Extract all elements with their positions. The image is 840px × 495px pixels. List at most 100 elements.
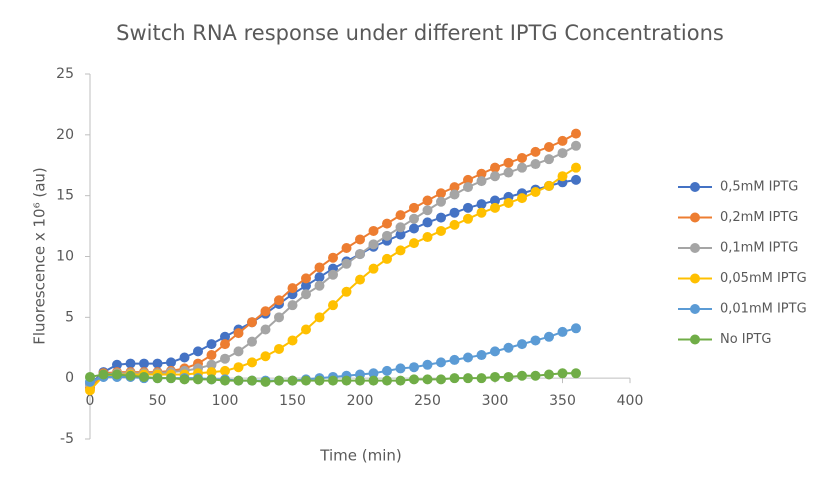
data-point [382, 365, 392, 376]
data-point [233, 328, 244, 339]
data-point [355, 249, 365, 260]
y-tick-label: -5 [60, 431, 74, 447]
data-point [368, 368, 379, 379]
data-point [179, 352, 190, 363]
data-point [544, 331, 554, 342]
data-point [503, 167, 514, 178]
data-point [341, 242, 352, 253]
data-point [476, 168, 487, 179]
data-point [422, 359, 433, 370]
data-point [328, 252, 338, 263]
legend-label: 0,01mM IPTG [720, 302, 807, 317]
x-tick-label: 100 [212, 393, 239, 409]
data-point [463, 352, 473, 363]
data-point [490, 346, 500, 357]
data-point [260, 306, 271, 317]
data-point [341, 375, 352, 386]
legend-label: 0,05mM IPTG [720, 271, 807, 286]
data-point [206, 367, 217, 378]
data-point [355, 375, 365, 386]
data-point [139, 358, 149, 369]
data-point [274, 312, 284, 323]
data-point [152, 373, 163, 384]
data-point [287, 283, 298, 294]
y-tick-label: 5 [65, 309, 74, 325]
data-point [449, 207, 460, 218]
data-point [112, 359, 122, 370]
legend-marker [690, 273, 700, 284]
data-point [314, 272, 325, 283]
data-point [233, 362, 244, 373]
data-point [85, 385, 95, 396]
chart-title: Switch RNA response under different IPTG… [116, 21, 724, 45]
data-point [382, 218, 392, 229]
data-point [422, 205, 433, 216]
data-point [233, 346, 244, 357]
data-point [193, 374, 203, 385]
data-point [463, 182, 473, 193]
data-point [341, 286, 352, 297]
data-point [85, 371, 95, 382]
data-point [571, 323, 581, 334]
data-point [368, 239, 379, 250]
y-axis-label: Fluorescence x 10⁶ (au) [31, 167, 49, 345]
x-tick-label: 400 [617, 393, 644, 409]
data-point [368, 225, 379, 236]
data-point [436, 188, 446, 199]
data-point [220, 353, 230, 364]
data-point [301, 280, 311, 291]
data-point [476, 207, 487, 218]
data-point [355, 274, 365, 285]
data-point [544, 154, 554, 165]
data-point [301, 273, 311, 284]
data-point [395, 245, 406, 256]
data-point [476, 176, 487, 187]
data-point [395, 375, 406, 386]
data-point [152, 358, 163, 369]
data-point [395, 210, 406, 221]
data-point [287, 300, 298, 311]
data-point [449, 182, 460, 193]
data-point [544, 142, 554, 152]
data-point [260, 376, 271, 387]
data-point [301, 375, 311, 386]
data-point [571, 174, 581, 185]
data-point [220, 339, 230, 350]
data-point [409, 374, 419, 385]
data-point [557, 368, 568, 379]
data-point [368, 375, 379, 386]
legend-label: 0,5mM IPTG [720, 180, 798, 195]
legend-label: 0,2mM IPTG [720, 210, 798, 225]
data-point [382, 375, 392, 386]
data-point [422, 217, 433, 228]
data-point [274, 295, 284, 306]
data-point [395, 229, 406, 240]
x-tick-label: 50 [149, 393, 167, 409]
y-tick-label: 20 [56, 127, 74, 143]
data-point [328, 269, 338, 280]
data-point [463, 373, 473, 384]
data-point [220, 365, 230, 376]
x-tick-label: 0 [86, 393, 95, 409]
x-tick-label: 350 [549, 393, 576, 409]
legend-marker [690, 304, 700, 314]
data-point [463, 174, 473, 185]
data-point [571, 162, 581, 173]
data-point [355, 234, 365, 245]
data-point [436, 196, 446, 207]
data-point [517, 162, 527, 173]
data-point [125, 370, 136, 381]
data-point [557, 326, 568, 337]
data-point [449, 373, 460, 384]
data-point [544, 180, 554, 191]
data-point [571, 128, 581, 139]
data-point [490, 371, 500, 382]
legend-label: No IPTG [720, 332, 772, 347]
x-tick-label: 200 [347, 393, 374, 409]
data-point [436, 357, 446, 368]
data-point [530, 335, 541, 346]
data-point [503, 197, 514, 208]
data-point [544, 369, 554, 380]
data-point [287, 375, 298, 386]
y-tick-label: 15 [56, 188, 74, 204]
